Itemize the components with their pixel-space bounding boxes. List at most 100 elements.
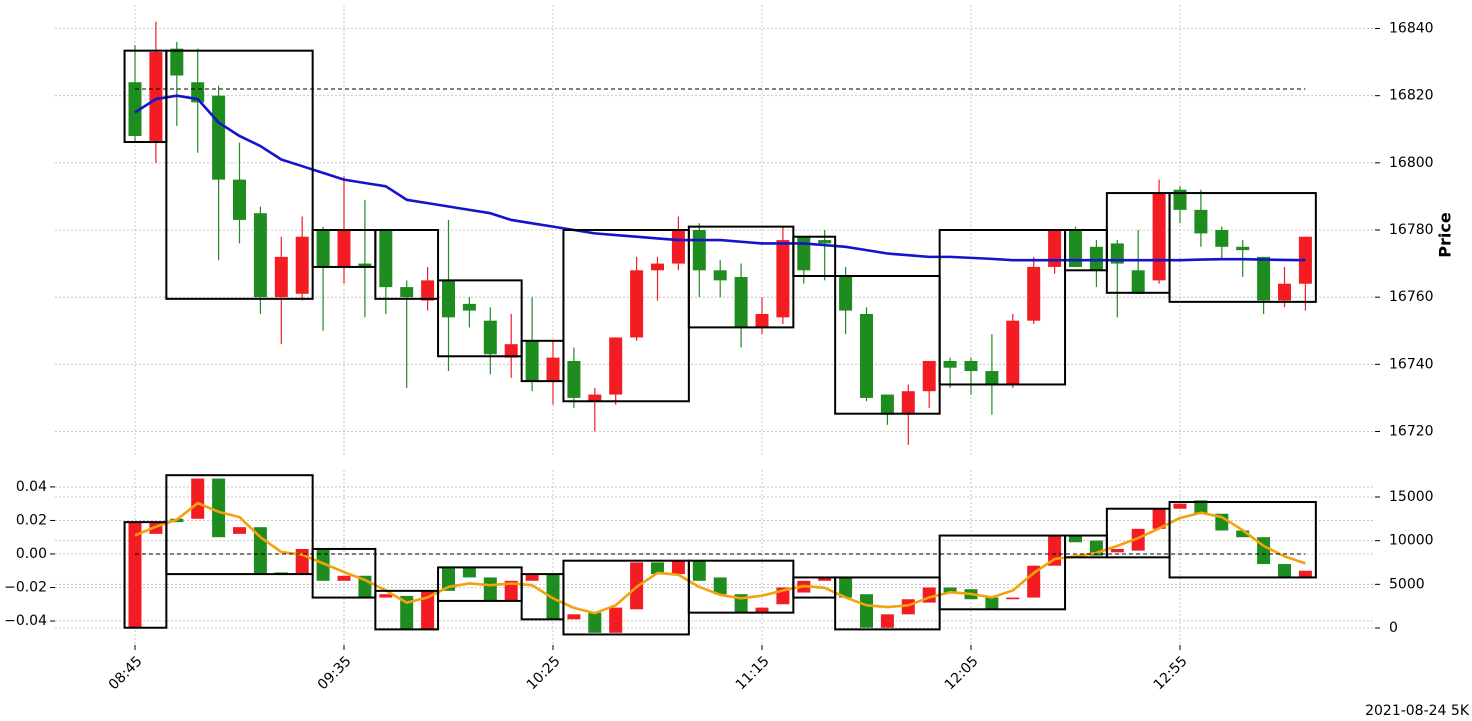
annotation: 2021-08-24 5K [1365, 703, 1470, 719]
indicator-line [134, 94, 1306, 262]
range-box [165, 49, 314, 300]
range-box [938, 534, 1067, 611]
candle-body [588, 394, 602, 402]
candle-body [462, 567, 476, 578]
y-tick-label: 0.00 [16, 546, 47, 562]
candle-body [128, 82, 142, 136]
candle-body [233, 179, 246, 220]
y-tick-label: 0.04 [16, 479, 47, 495]
candle-body [546, 357, 560, 382]
y2-tick-label: 0 [1389, 620, 1398, 636]
candle-body [1069, 535, 1082, 543]
candle-body [1131, 270, 1145, 294]
x-tick-label: 10:25 [524, 653, 564, 693]
candle-body [692, 560, 706, 581]
candle-body [1298, 236, 1312, 284]
y2-tick-label: 5000 [1389, 576, 1425, 592]
candle-body [839, 577, 853, 598]
candle-body [1278, 283, 1291, 301]
range-box [1168, 501, 1317, 579]
candle-body [755, 607, 769, 613]
candle-body [1027, 266, 1041, 321]
candle-body [421, 590, 435, 630]
candle-body [1215, 230, 1229, 247]
candle-body [1069, 230, 1082, 267]
range-box [165, 474, 314, 576]
y-axis-label: Price [1436, 212, 1455, 258]
candle-body [630, 270, 644, 338]
candle-body [1194, 209, 1208, 234]
y-tick-label: 16800 [1389, 155, 1434, 171]
candle-body [985, 597, 999, 610]
candle-body [400, 595, 414, 630]
candle-body [1236, 246, 1250, 251]
range-box [374, 229, 440, 300]
range-box [938, 229, 1067, 386]
candle-body [1006, 597, 1020, 600]
y-tick-label: −0.04 [4, 613, 47, 629]
candle-body [379, 594, 393, 598]
candle-body [274, 256, 288, 298]
candle-body [1110, 243, 1124, 264]
candle-body [1173, 503, 1187, 509]
candle-body [713, 577, 727, 595]
y2-tick-label: 10000 [1389, 533, 1434, 549]
candle-body [149, 52, 163, 143]
candle-body [253, 213, 267, 298]
candle-body [1152, 193, 1166, 281]
candle-body [337, 230, 351, 267]
candle-body [316, 230, 330, 267]
y-tick-label: 16820 [1389, 88, 1434, 104]
candle-body [776, 240, 790, 318]
x-tick-label: 12:55 [1151, 653, 1191, 693]
candle-body [1236, 530, 1250, 538]
candle-body [1194, 500, 1208, 514]
candle-body [525, 340, 539, 382]
candle-body [128, 522, 142, 628]
y2-tick-label: 15000 [1389, 489, 1434, 505]
candle-body [379, 230, 393, 288]
candle-body [943, 587, 957, 593]
range-box [687, 225, 795, 329]
candle-body [1298, 570, 1312, 578]
candle-body [567, 614, 581, 620]
candle-body [609, 337, 623, 395]
candle-body [713, 270, 727, 281]
candle-body [233, 527, 246, 534]
candle-body [442, 567, 455, 591]
y-tick-label: −0.02 [4, 580, 47, 596]
candle-body [1110, 548, 1124, 553]
x-tick-label: 08:45 [106, 653, 146, 693]
range-box [1168, 192, 1317, 303]
candle-body [1131, 528, 1145, 551]
candle-body [212, 478, 226, 538]
range-box [792, 235, 837, 278]
candle-body [170, 48, 184, 76]
candle-body [755, 313, 769, 328]
candle-body [295, 236, 309, 294]
candle-body [295, 548, 309, 575]
candle-body [462, 303, 476, 311]
candle-body [901, 391, 915, 415]
y-tick-label: 16780 [1389, 222, 1434, 238]
candle-body [1006, 320, 1020, 385]
candle-body [922, 360, 936, 392]
candle-body [442, 280, 455, 318]
candle-body [483, 577, 497, 601]
candle-body [860, 313, 873, 398]
candle-body [734, 277, 748, 328]
candle-body [671, 560, 685, 575]
candle-body [818, 577, 832, 581]
candle-body [797, 236, 811, 271]
x-tick-label: 11:15 [733, 653, 773, 693]
candle-body [504, 580, 518, 601]
candle-body [880, 394, 894, 415]
candle-body [818, 240, 832, 244]
y-tick-label: 16740 [1389, 356, 1434, 372]
candle-body [358, 263, 372, 267]
indicator-line [134, 501, 1306, 615]
candle-body [860, 594, 873, 628]
candle-body [1173, 189, 1187, 210]
candle-body [191, 478, 205, 519]
